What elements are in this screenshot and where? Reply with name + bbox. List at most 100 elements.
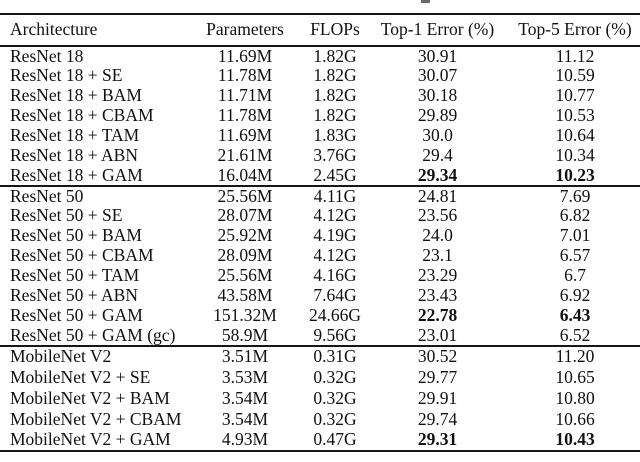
table-cell: 25.92M bbox=[217, 225, 273, 246]
table-cell: 29.89 bbox=[417, 105, 458, 126]
cell-architecture: ResNet 50 + GAM (gc) bbox=[10, 324, 176, 345]
table-cell: 7.01 bbox=[559, 225, 591, 246]
table-cell: 30.0 bbox=[422, 125, 453, 146]
table-cell: 11.69M bbox=[217, 45, 273, 66]
table-cell: 28.07M bbox=[217, 205, 273, 226]
table-cell: 29.31 bbox=[417, 429, 458, 450]
table-section-2: MobileNet V2 3.51M 0.31G 30.52 11.20 MobileNe… bbox=[0, 346, 640, 451]
table-cell: 11.20 bbox=[555, 346, 595, 367]
table-row: ResNet 18 + TAM 11.69M 1.83G 30.0 10.64 bbox=[0, 126, 640, 146]
table-cell: 29.34 bbox=[417, 164, 458, 185]
cell-architecture: ResNet 18 + TAM bbox=[10, 125, 140, 146]
table-row: ResNet 18 + GAM 16.04M 2.45G 29.34 10.23 bbox=[0, 166, 640, 186]
table-cell: 30.91 bbox=[417, 45, 458, 66]
table-cell: 24.66G bbox=[308, 305, 361, 326]
header-top5-error: Top-5 Error (%) bbox=[518, 19, 632, 40]
cell-architecture: ResNet 18 + GAM bbox=[10, 164, 143, 185]
cell-architecture: ResNet 18 bbox=[10, 45, 84, 66]
table-row: ResNet 50 + SE 28.07M 4.12G 23.56 6.82 bbox=[0, 206, 640, 226]
table-row: ResNet 18 11.69M 1.82G 30.91 11.12 bbox=[0, 46, 640, 66]
table-cell: 29.91 bbox=[417, 387, 458, 408]
table-cell: 151.32M bbox=[213, 305, 277, 326]
table-cell: 58.9M bbox=[221, 324, 269, 345]
table-cell: 25.56M bbox=[217, 185, 273, 206]
table-cell: 10.23 bbox=[555, 164, 595, 185]
table-cell: 23.29 bbox=[417, 265, 458, 286]
table-cell: 1.83G bbox=[313, 125, 357, 146]
cell-architecture: MobileNet V2 + CBAM bbox=[10, 408, 182, 429]
cell-architecture: ResNet 50 + ABN bbox=[10, 285, 138, 306]
table-cell: 0.31G bbox=[313, 346, 357, 367]
table-row: ResNet 50 + GAM (gc) 58.9M 9.56G 23.01 6.52 bbox=[0, 326, 640, 346]
table-cell: 4.93M bbox=[221, 429, 269, 450]
table-cell: 6.92 bbox=[559, 285, 591, 306]
cell-architecture: ResNet 18 + CBAM bbox=[10, 105, 154, 126]
table-row: ResNet 50 + CBAM 28.09M 4.12G 23.1 6.57 bbox=[0, 246, 640, 266]
table-cell: 3.53M bbox=[221, 366, 269, 387]
table-cell: 10.34 bbox=[555, 145, 595, 166]
table-cell: 4.12G bbox=[313, 245, 357, 266]
table-cell: 2.45G bbox=[313, 164, 357, 185]
cell-architecture: ResNet 50 + SE bbox=[10, 205, 123, 226]
header-parameters: Parameters bbox=[206, 19, 284, 40]
table-cell: 11.12 bbox=[555, 45, 595, 66]
table-cell: 10.77 bbox=[555, 85, 595, 106]
table-cell: 11.78M bbox=[217, 105, 273, 126]
table-cell: 6.43 bbox=[559, 305, 591, 326]
table-row: ResNet 18 + BAM 11.71M 1.82G 30.18 10.77 bbox=[0, 86, 640, 106]
header-flops: FLOPs bbox=[310, 19, 360, 40]
table-cell: 30.18 bbox=[417, 85, 458, 106]
table-cell: 11.69M bbox=[217, 125, 273, 146]
table-row: ResNet 18 + ABN 21.61M 3.76G 29.4 10.34 bbox=[0, 146, 640, 166]
cell-architecture: ResNet 18 + BAM bbox=[10, 85, 142, 106]
caption-text-fragment bbox=[421, 0, 430, 3]
table-cell: 7.64G bbox=[313, 285, 357, 306]
cell-architecture: ResNet 18 + ABN bbox=[10, 145, 138, 166]
table-row: MobileNet V2 + SE 3.53M 0.32G 29.77 10.65 bbox=[0, 367, 640, 388]
table-cell: 6.52 bbox=[559, 324, 591, 345]
table-cell: 6.57 bbox=[559, 245, 591, 266]
table-row: ResNet 50 + BAM 25.92M 4.19G 24.0 7.01 bbox=[0, 226, 640, 246]
header-top1-error: Top-1 Error (%) bbox=[380, 19, 495, 40]
table-cell: 29.74 bbox=[417, 408, 458, 429]
table-cell: 9.56G bbox=[313, 324, 357, 345]
table-cell: 11.78M bbox=[217, 65, 273, 86]
cell-architecture: MobileNet V2 + SE bbox=[10, 366, 151, 387]
table-row: ResNet 50 + TAM 25.56M 4.16G 23.29 6.7 bbox=[0, 266, 640, 286]
table-cell: 24.0 bbox=[422, 225, 453, 246]
table-cell: 1.82G bbox=[313, 105, 357, 126]
table-section-1: ResNet 50 25.56M 4.11G 24.81 7.69 ResNet 50 +… bbox=[0, 186, 640, 346]
table-row: MobileNet V2 + BAM 3.54M 0.32G 29.91 10.80 bbox=[0, 388, 640, 409]
table-cell: 0.32G bbox=[313, 408, 357, 429]
table-cell: 29.4 bbox=[422, 145, 453, 166]
table-cell: 1.82G bbox=[313, 85, 357, 106]
results-table: Architecture Parameters FLOPs Top-1 Erro… bbox=[0, 13, 640, 452]
cell-architecture: ResNet 18 + SE bbox=[10, 65, 123, 86]
table-cell: 0.32G bbox=[313, 387, 357, 408]
cell-architecture: ResNet 50 + GAM bbox=[10, 305, 143, 326]
table-cell: 21.61M bbox=[217, 145, 273, 166]
table-cell: 3.54M bbox=[221, 387, 269, 408]
table-cell: 1.82G bbox=[313, 45, 357, 66]
table-cell: 11.71M bbox=[217, 85, 273, 106]
table-cell: 0.32G bbox=[313, 366, 357, 387]
table-cell: 3.54M bbox=[221, 408, 269, 429]
table-cell: 6.7 bbox=[564, 265, 586, 286]
cell-architecture: ResNet 50 + BAM bbox=[10, 225, 142, 246]
table-cell: 3.76G bbox=[313, 145, 357, 166]
table-cell: 10.65 bbox=[555, 366, 595, 387]
table-cell: 4.12G bbox=[313, 205, 357, 226]
header-row: Architecture Parameters FLOPs Top-1 Erro… bbox=[0, 14, 640, 46]
cell-architecture: MobileNet V2 + GAM bbox=[10, 429, 171, 450]
table-cell: 10.64 bbox=[555, 125, 595, 146]
table-cell: 6.82 bbox=[559, 205, 591, 226]
table-row: MobileNet V2 3.51M 0.31G 30.52 11.20 bbox=[0, 346, 640, 367]
table-cell: 29.77 bbox=[417, 366, 458, 387]
table-section-0: ResNet 18 11.69M 1.82G 30.91 11.12 ResNet 18 … bbox=[0, 46, 640, 186]
table-row: ResNet 50 + GAM 151.32M 24.66G 22.78 6.43 bbox=[0, 306, 640, 326]
table-cell: 23.1 bbox=[422, 245, 453, 266]
table-row: ResNet 18 + SE 11.78M 1.82G 30.07 10.59 bbox=[0, 66, 640, 86]
table-cell: 23.56 bbox=[417, 205, 458, 226]
cell-architecture: MobileNet V2 + BAM bbox=[10, 387, 170, 408]
